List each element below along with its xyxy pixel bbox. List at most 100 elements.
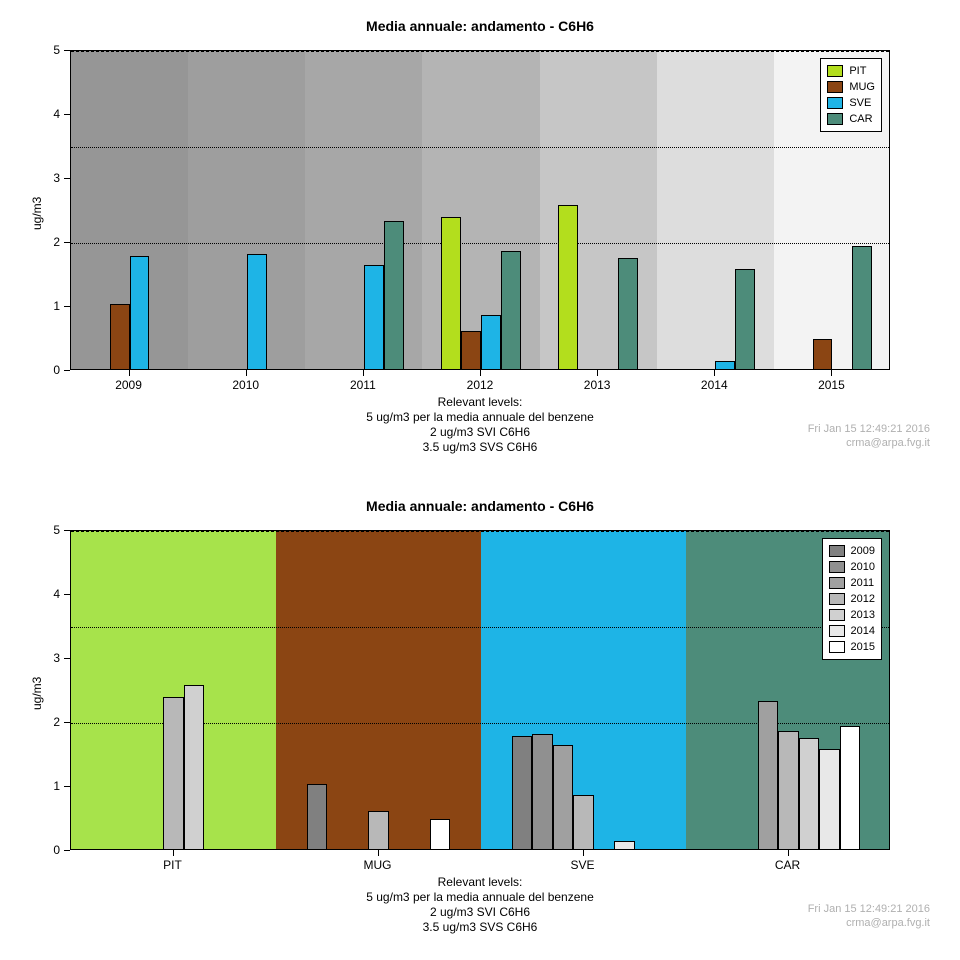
legend-swatch	[827, 113, 843, 125]
bar	[840, 726, 861, 850]
chart-2-figure: Media annuale: andamento - C6H6012345ug/…	[0, 480, 960, 960]
y-tick-mark	[64, 594, 70, 595]
y-tick-label: 1	[40, 779, 60, 793]
legend-item: 2013	[829, 607, 875, 623]
legend-label: PIT	[849, 63, 866, 79]
legend-label: 2010	[851, 559, 875, 575]
footer-email: crma@arpa.fvg.it	[808, 436, 930, 450]
legend-label: SVE	[849, 95, 871, 111]
x-tick-mark	[173, 850, 174, 856]
x-tick-mark	[246, 370, 247, 376]
threshold-line	[71, 531, 889, 532]
legend-label: 2014	[851, 623, 875, 639]
x-tick-mark	[480, 370, 481, 376]
legend-label: MUG	[849, 79, 875, 95]
legend-label: 2015	[851, 639, 875, 655]
y-tick-label: 0	[40, 843, 60, 857]
x-tick-label: 2009	[115, 378, 142, 392]
legend-swatch	[827, 97, 843, 109]
bar	[110, 304, 130, 370]
bar	[368, 811, 389, 850]
y-tick-label: 5	[40, 523, 60, 537]
legend-swatch	[829, 577, 845, 589]
legend-item: 2012	[829, 591, 875, 607]
x-tick-label: 2014	[701, 378, 728, 392]
y-tick-label: 4	[40, 107, 60, 121]
bar	[813, 339, 833, 370]
bar	[501, 251, 521, 370]
x-tick-label: SVE	[570, 858, 594, 872]
chart-title: Media annuale: andamento - C6H6	[0, 498, 960, 514]
y-tick-mark	[64, 658, 70, 659]
y-tick-mark	[64, 722, 70, 723]
threshold-line	[71, 627, 889, 628]
legend: 2009201020112012201320142015	[822, 538, 882, 660]
legend-swatch	[829, 561, 845, 573]
caption-heading: Relevant levels:	[0, 395, 960, 410]
bar	[247, 254, 267, 370]
bar	[819, 749, 840, 850]
x-tick-label: MUG	[364, 858, 392, 872]
legend-item: MUG	[827, 79, 875, 95]
x-tick-mark	[583, 850, 584, 856]
x-tick-label: PIT	[163, 858, 182, 872]
plot-area	[70, 50, 890, 370]
y-axis-label: ug/m3	[30, 677, 44, 710]
bar	[778, 731, 799, 850]
y-tick-label: 0	[40, 363, 60, 377]
legend-item: 2015	[829, 639, 875, 655]
bar	[130, 256, 150, 370]
y-tick-mark	[64, 786, 70, 787]
bar	[573, 795, 594, 850]
y-tick-mark	[64, 114, 70, 115]
bg-band	[540, 51, 657, 369]
footer-timestamp: Fri Jan 15 12:49:21 2016	[808, 422, 930, 436]
y-tick-label: 2	[40, 715, 60, 729]
legend-item: 2011	[829, 575, 875, 591]
bar	[481, 315, 501, 370]
bar	[852, 246, 872, 370]
y-tick-label: 1	[40, 299, 60, 313]
bar	[441, 217, 461, 370]
y-tick-label: 5	[40, 43, 60, 57]
x-tick-mark	[129, 370, 130, 376]
legend-label: 2011	[851, 575, 875, 591]
x-tick-label: 2011	[350, 378, 376, 392]
bar	[384, 221, 404, 370]
legend-item: CAR	[827, 111, 875, 127]
bar	[430, 819, 451, 850]
y-axis-label: ug/m3	[30, 197, 44, 230]
legend-label: 2012	[851, 591, 875, 607]
bar	[163, 697, 184, 850]
bar	[512, 736, 533, 850]
x-tick-mark	[788, 850, 789, 856]
legend-swatch	[829, 609, 845, 621]
y-tick-label: 4	[40, 587, 60, 601]
x-tick-mark	[363, 370, 364, 376]
y-tick-mark	[64, 850, 70, 851]
bar	[184, 685, 205, 850]
x-tick-mark	[378, 850, 379, 856]
y-tick-label: 2	[40, 235, 60, 249]
bar	[735, 269, 755, 370]
legend-swatch	[827, 81, 843, 93]
bg-band	[657, 51, 774, 369]
x-tick-label: 2015	[818, 378, 845, 392]
legend-swatch	[829, 593, 845, 605]
bar	[532, 734, 553, 850]
threshold-line	[71, 51, 889, 52]
bar	[307, 784, 328, 850]
footer-attribution: Fri Jan 15 12:49:21 2016crma@arpa.fvg.it	[808, 902, 930, 930]
plot-area	[70, 530, 890, 850]
bar	[799, 738, 820, 850]
legend-item: 2010	[829, 559, 875, 575]
y-tick-label: 3	[40, 171, 60, 185]
y-tick-mark	[64, 530, 70, 531]
x-tick-mark	[714, 370, 715, 376]
footer-timestamp: Fri Jan 15 12:49:21 2016	[808, 902, 930, 916]
legend-swatch	[829, 625, 845, 637]
bar	[614, 841, 635, 850]
bar	[618, 258, 638, 370]
x-tick-label: CAR	[775, 858, 800, 872]
legend-swatch	[829, 641, 845, 653]
